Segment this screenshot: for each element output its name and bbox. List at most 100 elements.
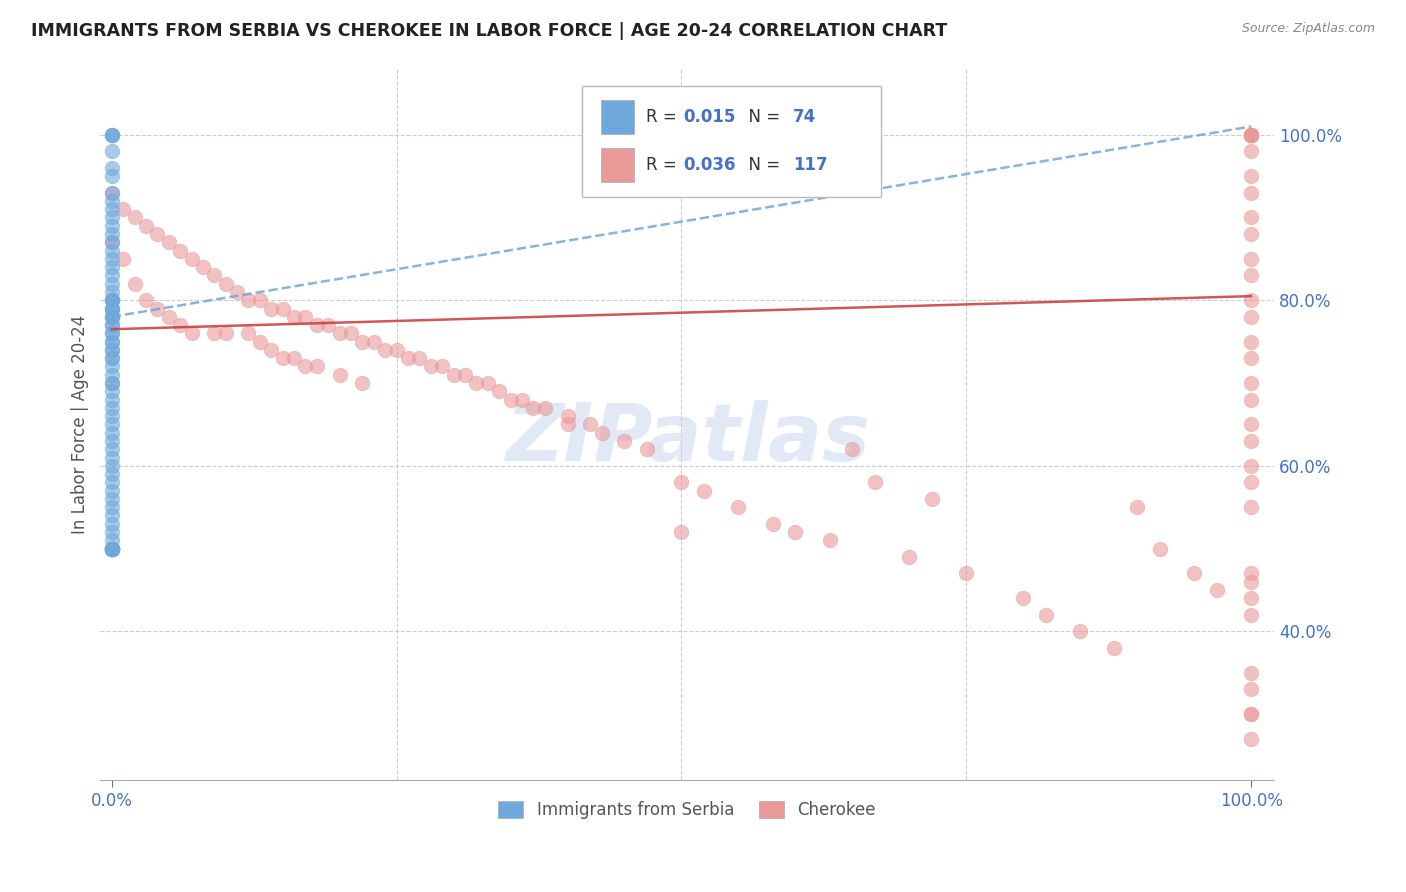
Point (283, 310, 305, 324)
Point (100, 376, 122, 390)
Point (260, 301, 283, 316)
Point (180, 252, 202, 266)
Point (100, 467, 122, 481)
Point (100, 318, 122, 332)
Point (352, 376, 374, 390)
Legend: Immigrants from Serbia, Cherokee: Immigrants from Serbia, Cherokee (492, 794, 883, 825)
Point (1182, 566, 1205, 581)
Point (454, 368, 477, 382)
Point (1240, 128, 1263, 142)
Point (340, 326, 363, 341)
Point (100, 541, 122, 556)
Point (169, 244, 191, 258)
Point (100, 541, 122, 556)
Point (100, 277, 122, 291)
Point (100, 401, 122, 415)
Point (488, 384, 510, 399)
Point (100, 318, 122, 332)
Point (100, 524, 122, 539)
Point (124, 211, 146, 225)
Point (100, 301, 122, 316)
Point (124, 277, 146, 291)
Point (396, 351, 419, 366)
Point (180, 326, 202, 341)
Point (100, 310, 122, 324)
Point (202, 268, 225, 283)
Point (305, 318, 328, 332)
Point (100, 128, 122, 142)
Point (112, 252, 135, 266)
Point (329, 326, 352, 341)
Point (100, 202, 122, 217)
Point (100, 442, 122, 457)
Point (112, 202, 135, 217)
Point (100, 541, 122, 556)
Point (385, 343, 408, 357)
Point (100, 384, 122, 399)
Text: 0.036: 0.036 (683, 155, 737, 174)
Text: 0.015: 0.015 (683, 108, 735, 126)
Point (430, 359, 453, 374)
Point (1240, 310, 1263, 324)
Point (1240, 434, 1263, 448)
Point (100, 128, 122, 142)
Point (693, 483, 716, 498)
Point (1149, 541, 1171, 556)
Point (100, 483, 122, 498)
Point (955, 566, 977, 581)
Text: R =: R = (647, 108, 682, 126)
Point (1240, 458, 1263, 473)
Point (100, 235, 122, 250)
Point (522, 401, 544, 415)
Point (1240, 169, 1263, 183)
Point (100, 285, 122, 299)
Point (499, 392, 522, 407)
Point (283, 351, 305, 366)
Point (100, 169, 122, 183)
Point (100, 541, 122, 556)
Point (100, 310, 122, 324)
Point (100, 541, 122, 556)
Point (1240, 682, 1263, 697)
Point (1240, 591, 1263, 606)
Point (591, 425, 613, 440)
Text: 117: 117 (793, 155, 827, 174)
Point (352, 334, 374, 349)
Point (818, 533, 841, 548)
Point (100, 541, 122, 556)
Point (785, 524, 807, 539)
Point (898, 549, 921, 564)
Point (1240, 128, 1263, 142)
Point (260, 343, 283, 357)
Point (557, 409, 579, 424)
Point (1240, 128, 1263, 142)
Point (100, 516, 122, 531)
Point (1240, 128, 1263, 142)
Point (100, 475, 122, 490)
Point (100, 326, 122, 341)
Point (100, 500, 122, 515)
Point (100, 368, 122, 382)
Point (533, 401, 555, 415)
Point (100, 392, 122, 407)
Point (100, 434, 122, 448)
Point (100, 293, 122, 308)
Point (226, 285, 249, 299)
Point (100, 186, 122, 200)
Point (100, 301, 122, 316)
Point (1240, 707, 1263, 722)
Y-axis label: In Labor Force | Age 20-24: In Labor Force | Age 20-24 (72, 315, 89, 534)
Point (100, 409, 122, 424)
Point (1126, 500, 1149, 515)
Point (1240, 475, 1263, 490)
Point (1240, 707, 1263, 722)
Point (863, 475, 886, 490)
Point (1240, 607, 1263, 622)
Point (271, 351, 294, 366)
Point (100, 533, 122, 548)
Point (100, 219, 122, 233)
Point (100, 145, 122, 159)
Point (215, 326, 238, 341)
Point (921, 491, 943, 506)
Point (100, 244, 122, 258)
